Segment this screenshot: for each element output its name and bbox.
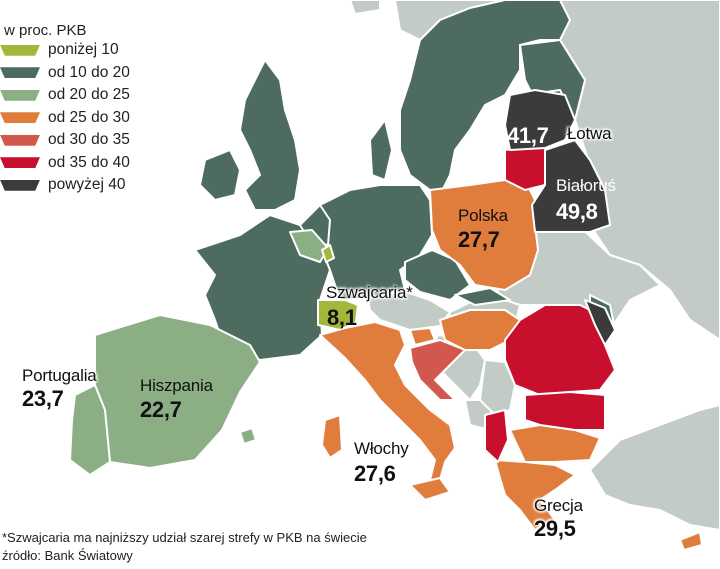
italy <box>319 321 456 481</box>
moldova-dark <box>584 299 616 346</box>
legend: w proc. PKB poniżej 10 od 10 do 20 od 20… <box>0 22 130 197</box>
footnote-source: źródło: Bank Światowy <box>2 548 133 563</box>
latvia <box>504 89 576 151</box>
ireland <box>199 149 241 201</box>
portugal <box>69 384 111 476</box>
united-kingdom <box>239 59 301 211</box>
footnote-note: *Szwajcaria ma najniższy udział szarej s… <box>2 530 367 545</box>
legend-swatch <box>0 89 40 101</box>
label-szwajcaria-value: 8,1 <box>327 305 357 330</box>
romania <box>504 304 616 396</box>
legend-item: powyżej 40 <box>0 174 130 197</box>
label-portugalia-value: 23,7 <box>22 386 64 411</box>
legend-label: powyżej 40 <box>48 176 126 194</box>
label-grecja-value: 29,5 <box>534 516 576 541</box>
legend-item: od 35 do 40 <box>0 152 130 175</box>
sicily <box>409 477 451 501</box>
label-polska-name: Polska <box>458 206 508 225</box>
iceland-region <box>349 0 381 15</box>
legend-label: od 25 do 30 <box>48 108 130 126</box>
austria-region <box>367 289 451 331</box>
sardinia <box>321 414 343 459</box>
denmark <box>369 119 393 181</box>
legend-label: od 30 do 35 <box>48 131 130 149</box>
switzerland <box>317 299 359 331</box>
label-hiszpania-name: Hiszpania <box>140 376 213 395</box>
label-bialorus-value: 49,8 <box>556 199 598 224</box>
label-hiszpania-value: 22,7 <box>140 397 182 422</box>
balearic-islands <box>239 427 257 445</box>
cyprus <box>679 531 703 551</box>
label-szwajcaria-name: Szwajcaria* <box>326 283 413 302</box>
label-wlochy-value: 27,6 <box>354 461 396 486</box>
legend-title: w proc. PKB <box>4 22 87 39</box>
legend-item: od 10 do 20 <box>0 62 130 85</box>
legend-swatch <box>0 134 40 146</box>
croatia <box>409 339 466 401</box>
legend-label: od 20 do 25 <box>48 86 130 104</box>
legend-item: od 20 do 25 <box>0 84 130 107</box>
label-lotwa-value: 41,7 <box>507 123 549 148</box>
macedonia-region <box>484 409 509 463</box>
legend-item: od 30 do 35 <box>0 129 130 152</box>
slovenia <box>409 327 436 346</box>
greece <box>494 459 576 531</box>
belarus <box>531 139 611 233</box>
norway-sweden-finland <box>399 0 571 196</box>
legend-swatch <box>0 179 40 191</box>
legend-item: od 25 do 30 <box>0 107 130 130</box>
label-bialorus-name: Białoruś <box>556 176 616 195</box>
label-grecja-name: Grecja <box>534 496 583 515</box>
label-polska-value: 27,7 <box>458 227 500 252</box>
footnote: *Szwajcaria ma najniższy udział szarej s… <box>2 529 367 565</box>
slovakia <box>454 287 511 306</box>
label-portugalia-name: Portugalia <box>22 366 97 385</box>
legend-swatch <box>0 67 40 79</box>
legend-label: od 10 do 20 <box>48 63 130 81</box>
czech-region <box>404 249 471 301</box>
legend-swatch <box>0 44 40 56</box>
turkey-region <box>589 404 720 531</box>
luxembourg <box>321 244 335 263</box>
label-wlochy-name: Włochy <box>354 439 409 458</box>
legend-swatch <box>0 112 40 124</box>
legend-swatch <box>0 157 40 169</box>
legend-label: od 35 do 40 <box>48 153 130 171</box>
legend-item: poniżej 10 <box>0 39 130 62</box>
legend-label: poniżej 10 <box>48 41 119 59</box>
label-lotwa-name: Łotwa <box>567 124 612 143</box>
bulgaria-north <box>524 391 606 431</box>
